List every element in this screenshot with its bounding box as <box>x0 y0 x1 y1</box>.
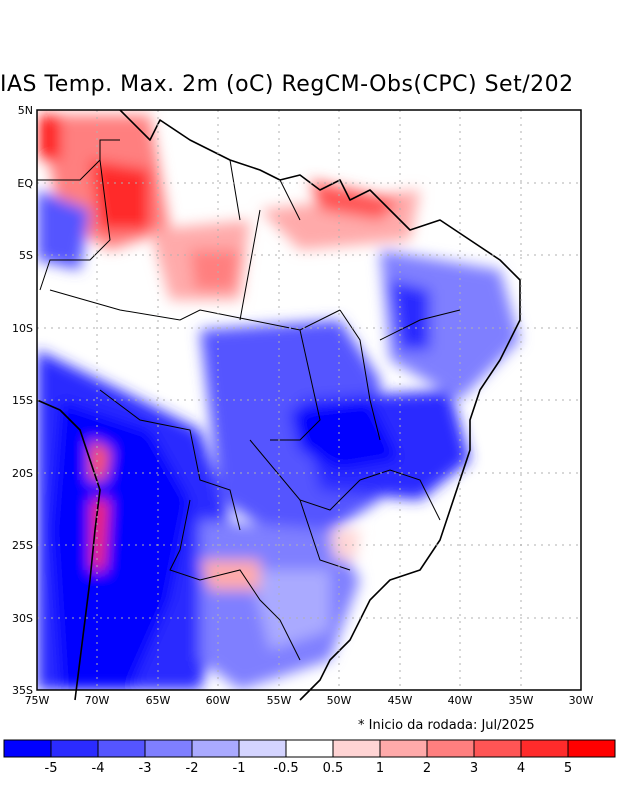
lon-label: 50W <box>327 694 352 707</box>
lat-label: 35S <box>12 684 33 697</box>
legend-color-box <box>191 739 240 758</box>
legend-label: 5 <box>564 761 572 776</box>
legend-label: -1 <box>233 761 246 776</box>
legend-color-box <box>426 739 475 758</box>
legend-color-box <box>144 739 193 758</box>
legend-label: -5 <box>45 761 58 776</box>
legend-color-box <box>473 739 522 758</box>
legend-label: 1 <box>376 761 384 776</box>
lat-label: 5N <box>18 104 33 117</box>
lat-label: 20S <box>12 467 33 480</box>
legend-label: -2 <box>186 761 199 776</box>
plot-frame <box>36 109 582 691</box>
lon-label: 70W <box>85 694 110 707</box>
temperature-anomaly-map: 5N EQ 5S 10S 15S 20S 25S 30S 35S 75W 70W… <box>12 104 594 707</box>
legend-color-box <box>50 739 99 758</box>
legend-color-box <box>567 739 616 758</box>
legend-color-box <box>520 739 569 758</box>
legend-label: -4 <box>92 761 105 776</box>
legend-color-box <box>3 739 52 758</box>
legend-color-box <box>332 739 381 758</box>
lat-label: 25S <box>12 539 33 552</box>
lon-label: 65W <box>146 694 171 707</box>
legend-label: 3 <box>470 761 478 776</box>
legend-label: 4 <box>517 761 525 776</box>
legend-color-box <box>285 739 334 758</box>
lon-label: 45W <box>388 694 413 707</box>
legend-color-box <box>379 739 428 758</box>
lat-label: 30S <box>12 612 33 625</box>
legend-color-box <box>97 739 146 758</box>
legend-label: 2 <box>423 761 431 776</box>
lon-label: 40W <box>448 694 473 707</box>
lon-label: 75W <box>25 694 50 707</box>
country-borders <box>37 139 461 661</box>
lon-label: 30W <box>569 694 594 707</box>
legend-label: -3 <box>139 761 152 776</box>
lat-label: 10S <box>12 322 33 335</box>
legend-label: 0.5 <box>323 761 344 776</box>
lon-label: 60W <box>206 694 231 707</box>
gridlines <box>37 110 581 690</box>
run-start-note: * Inicio da rodada: Jul/2025 <box>358 718 535 733</box>
anomaly-field <box>37 110 581 690</box>
lon-label: 35W <box>509 694 534 707</box>
lat-label: 15S <box>12 394 33 407</box>
lat-label: 5S <box>19 249 33 262</box>
legend-label: -0.5 <box>273 761 298 776</box>
legend-color-box <box>238 739 287 758</box>
lat-label: EQ <box>17 177 33 190</box>
map-title: IAS Temp. Max. 2m (oC) RegCM-Obs(CPC) Se… <box>0 72 574 97</box>
color-legend: -5 -4 -3 -2 -1 -0.5 0.5 1 2 3 4 5 <box>3 739 616 776</box>
lon-label: 55W <box>267 694 292 707</box>
